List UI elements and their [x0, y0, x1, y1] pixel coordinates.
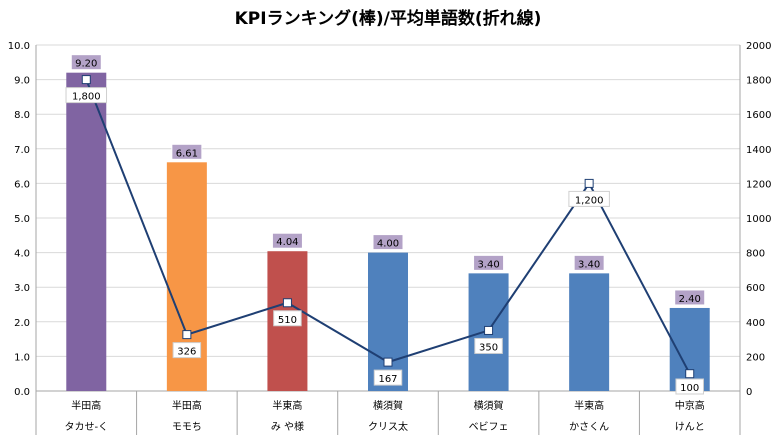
category-label-name: けんと — [675, 421, 705, 433]
right-axis-tick: 0 — [746, 387, 752, 398]
bar-data-label: 9.20 — [75, 59, 97, 70]
bar-data-label-bg — [70, 54, 102, 71]
bar — [569, 273, 610, 391]
category-label-name: かさくん — [569, 421, 609, 433]
right-axis-tick: 1200 — [746, 179, 771, 190]
bar-data-label: 4.04 — [276, 237, 298, 248]
line-data-label-bg — [568, 190, 610, 207]
category-label-name: タカせ‐く — [64, 421, 108, 433]
line-data-label-bg — [474, 337, 503, 354]
right-axis-tick: 1600 — [746, 110, 771, 121]
left-axis-tick: 3.0 — [14, 283, 30, 294]
right-axis-tick: 800 — [746, 249, 765, 260]
bar — [368, 252, 408, 391]
line-data-label-bg — [65, 87, 108, 104]
bar-data-label-bg — [473, 254, 505, 271]
category-label-school: 半田高 — [71, 399, 101, 412]
line-data-label-bg — [172, 342, 202, 359]
left-axis-tick: 9.0 — [14, 76, 30, 87]
line-point — [484, 325, 494, 335]
category-label-school: 横須賀 — [373, 399, 403, 412]
line-point — [685, 369, 695, 379]
category-label-school: 半東高 — [574, 399, 604, 412]
line-point — [282, 298, 292, 308]
line-data-label-bg — [373, 369, 403, 386]
bar-data-label-bg — [171, 143, 203, 160]
left-axis-tick: 4.0 — [14, 249, 30, 260]
left-axis-tick: 10.0 — [8, 41, 30, 52]
category-label-school: 横須賀 — [474, 399, 504, 412]
left-axis-tick: 5.0 — [14, 214, 30, 225]
left-axis-tick: 7.0 — [14, 145, 30, 156]
line-data-label-bg — [675, 378, 704, 395]
right-axis-tick: 1800 — [746, 76, 771, 87]
category-label-school: 半田高 — [172, 399, 202, 412]
left-axis-tick: 2.0 — [14, 318, 30, 329]
category-label-name: クリス太 — [368, 420, 408, 433]
bar-data-label-bg — [674, 289, 706, 306]
bar-data-label: 3.40 — [578, 259, 600, 270]
right-axis-tick: 2000 — [746, 41, 771, 52]
line-point — [81, 75, 91, 85]
line-data-label: 350 — [479, 342, 498, 353]
category-label-school: 半東高 — [272, 399, 302, 412]
line-data-label: 326 — [177, 347, 196, 358]
right-axis-tick: 600 — [746, 283, 765, 294]
bar-data-label: 4.00 — [377, 239, 399, 250]
bar — [66, 72, 107, 392]
bar-data-label-bg — [271, 232, 303, 249]
left-axis-tick: 0.0 — [14, 387, 30, 398]
line-data-label: 167 — [378, 374, 397, 385]
line-data-label: 510 — [278, 315, 297, 326]
right-axis-tick: 1400 — [746, 145, 771, 156]
line-point — [383, 357, 393, 367]
line-data-label: 1,800 — [72, 92, 101, 103]
bar-data-label-bg — [372, 234, 404, 251]
category-label-name: ベビフェ — [469, 421, 509, 433]
right-axis-tick: 1000 — [746, 214, 771, 225]
line-point — [182, 330, 192, 340]
left-axis-tick: 8.0 — [14, 110, 30, 121]
bar-data-label: 2.40 — [679, 294, 701, 305]
bar-data-label: 3.40 — [477, 259, 499, 270]
line-point — [584, 178, 594, 188]
right-axis-tick: 400 — [746, 318, 765, 329]
line-data-label: 100 — [680, 383, 699, 394]
right-axis-tick: 200 — [746, 352, 765, 363]
category-label-school: 中京高 — [675, 399, 705, 412]
left-axis-tick: 1.0 — [14, 352, 30, 363]
bar-data-label-bg — [573, 254, 605, 271]
bar-data-label: 6.61 — [176, 148, 198, 159]
line-data-label: 1,200 — [575, 195, 604, 206]
chart-title: KPIランキング(棒)/平均単語数(折れ線) — [235, 8, 542, 29]
category-label-name: モモち — [172, 421, 202, 433]
category-label-name: み や様 — [271, 420, 304, 433]
line-data-label-bg — [273, 310, 302, 327]
left-axis-tick: 6.0 — [14, 179, 30, 190]
